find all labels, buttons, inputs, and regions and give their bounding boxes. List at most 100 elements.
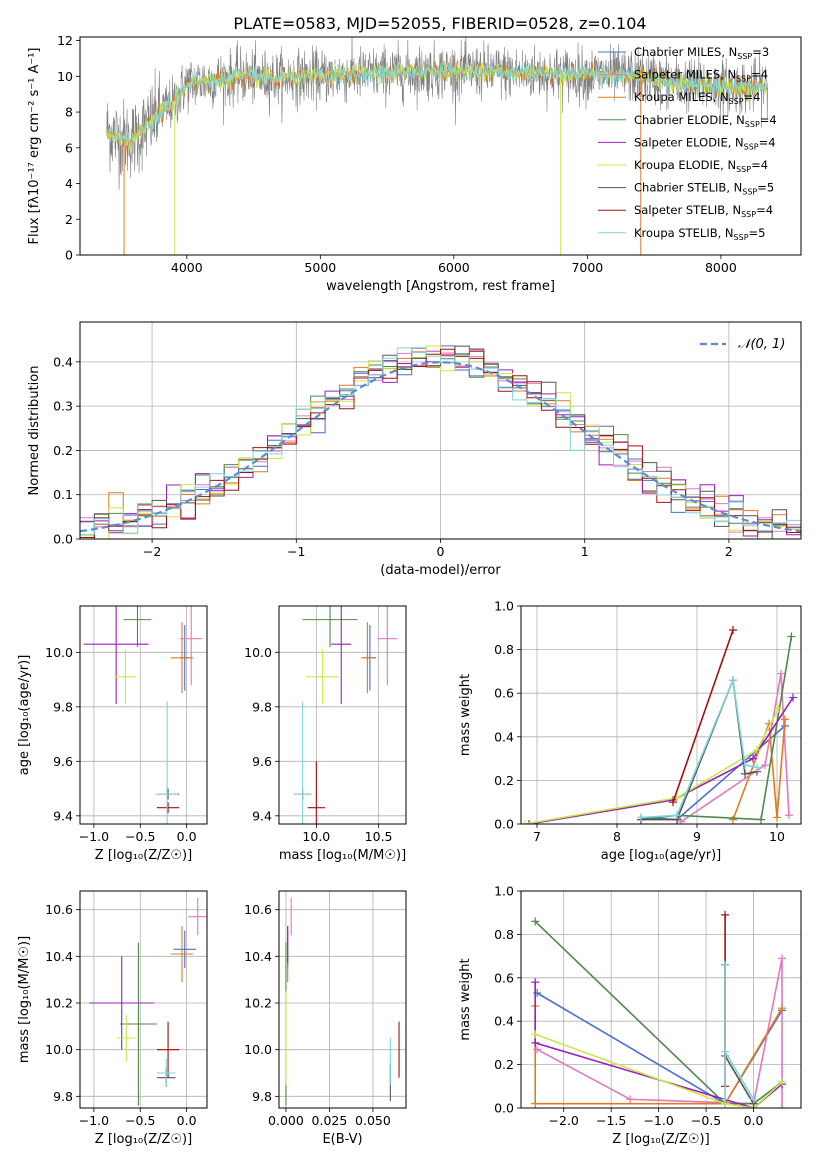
y-tick-label: 9.8	[53, 699, 73, 714]
panel-mass_vs_ebv: 0.000 0.025 0.050 9.8 10.0 10.2 10.4 10.6 E(B-V)	[244, 890, 407, 1147]
weight-marker-kroupa_stelib	[673, 811, 681, 820]
y-tick-label: 0	[65, 248, 73, 263]
x-tick-label: −1.0	[79, 1113, 109, 1128]
y-tick-label: 0.0	[53, 532, 73, 547]
legend-label-text: Kroupa ELODIE, N	[634, 158, 736, 172]
weight-marker-chabrier_stelib	[741, 769, 749, 778]
weight-marker-kroupa_miles	[778, 1004, 787, 1013]
axes-frame	[79, 321, 802, 540]
panel-age_vs_mass: 10.0 10.5 9.4 9.6 9.8 10.0 mass [log₁₀(M/M☉)]	[244, 605, 407, 863]
weight-marker-chabrier_elodie	[787, 632, 796, 641]
panel-mass_vs_Z: −1.0 −0.5 0.0 9.8 10.0 10.2 10.4 10.6 Z [log₁₀(Z…	[17, 890, 208, 1147]
legend-label-suffix: =5	[749, 226, 766, 240]
x-axis-label: wavelength [Angstrom, rest frame]	[326, 279, 555, 294]
x-tick-label: 7	[533, 829, 541, 844]
legend-label-subscript: SSP	[736, 75, 751, 84]
gaussian-curve	[80, 361, 801, 533]
y-tick-label: 9.8	[53, 1089, 73, 1104]
y-tick-label: 8	[65, 105, 73, 120]
x-tick-label: 0	[437, 544, 445, 559]
weight-marker-salpeter_miles	[777, 669, 785, 678]
y-axis-label: Normed distribution	[27, 366, 42, 496]
legend-label-kroupa_miles: Kroupa MILES, NSSP=4	[634, 90, 760, 106]
legend-label-suffix: =4	[751, 68, 768, 82]
x-tick-label: 7000	[571, 260, 603, 275]
x-tick-label: 9	[693, 829, 701, 844]
legend-label-salpeter_stelib: Salpeter STELIB, NSSP=4	[634, 203, 773, 219]
y-tick-label: 0.8	[494, 642, 514, 657]
y-axis-label: age [log₁₀(age/yr)]	[17, 655, 32, 776]
y-tick-label: 4	[65, 176, 73, 191]
panel-weight_vs_Z: −2.0 −1.5 −1.0 −0.5 0.0 0.0 0.2 0.4 0.6 0.8 1.0 Z […	[458, 884, 802, 1147]
figure-title: PLATE=0583, MJD=52055, FIBERID=0528, z=0…	[233, 14, 646, 33]
y-tick-label: 10.0	[45, 645, 73, 660]
weight-marker-salpeter_miles	[761, 761, 769, 770]
plot-area-age_vs_mass	[279, 606, 406, 824]
x-tick-label: −0.5	[691, 1113, 721, 1128]
weight-marker-salpeter_stelib	[721, 910, 730, 919]
weight-marker-kroupa_miles	[531, 1099, 540, 1108]
legend-label-subscript: SSP	[741, 210, 756, 219]
y-tick-label: 12	[57, 33, 73, 48]
plot-area-spectrum	[106, 37, 768, 255]
y-tick-label: 10.2	[45, 996, 73, 1011]
model-fit-line-kroupa_stelib	[106, 58, 768, 147]
axes-frame	[278, 890, 407, 1109]
weight-marker-kroupa_miles	[781, 715, 789, 724]
y-tick-label: 0.0	[494, 817, 514, 832]
y-tick-label: 10.6	[45, 902, 73, 917]
y-tick-label: 10.0	[244, 645, 272, 660]
legend-label-text: Salpeter ELODIE, N	[634, 135, 744, 149]
axes-frame	[520, 605, 802, 825]
plot-area-age_vs_Z	[80, 606, 207, 824]
plot-area-weight_vs_age	[521, 606, 801, 824]
x-tick-label: 6000	[438, 260, 470, 275]
x-tick-label: 0.0	[744, 1113, 764, 1128]
y-tick-label: 10.2	[244, 996, 272, 1011]
y-axis-label: mass weight	[458, 958, 473, 1040]
x-tick-label: 10.5	[365, 829, 393, 844]
weight-marker-salpeter_elodie	[789, 693, 797, 702]
legend-label-text: Chabrier STELIB, N	[634, 181, 742, 195]
x-tick-label: −1.0	[79, 829, 109, 844]
y-tick-label: 10	[57, 69, 73, 84]
legend-label-salpeter_miles: Salpeter MILES, NSSP=4	[634, 68, 768, 84]
x-tick-label: 5000	[304, 260, 336, 275]
weight-marker-salpeter_elodie	[749, 754, 757, 763]
y-axis-label: mass [log₁₀(M/M☉)]	[17, 936, 32, 1063]
x-tick-label: −1	[287, 544, 305, 559]
x-tick-label: −2	[143, 544, 161, 559]
weight-marker-kroupa_stelib	[721, 960, 730, 969]
legend-label-suffix: =3	[752, 45, 769, 59]
legend-label-subscript: SSP	[736, 165, 751, 174]
weight-line-salpeter_elodie	[528, 697, 794, 824]
x-tick-label: −2.0	[549, 1113, 579, 1128]
weight-line-kroupa_elodie	[534, 1033, 783, 1108]
weight-line-kroupa_miles	[732, 719, 786, 820]
x-tick-label: −1.0	[643, 1113, 673, 1128]
legend-label-subscript: SSP	[744, 142, 759, 151]
y-tick-label: 9.6	[252, 754, 272, 769]
legend-label-subscript: SSP	[745, 120, 760, 129]
legend-label-suffix: =4	[760, 113, 777, 127]
weight-marker-salpeter_elodie	[525, 820, 533, 824]
weight-line-kroupa_miles	[534, 1006, 783, 1105]
weight-marker-salpeter_stelib	[729, 625, 737, 634]
y-tick-label: 0.4	[494, 1014, 514, 1029]
weight-marker-salpeter_miles	[626, 1095, 635, 1104]
axes-frame	[520, 890, 802, 1109]
y-tick-label: 9.6	[53, 754, 73, 769]
weight-marker-kroupa_elodie	[778, 1077, 787, 1086]
x-axis-label: E(B-V)	[322, 1132, 362, 1147]
axes-frame	[79, 36, 802, 256]
plots-layer: 4000 5000 6000 7000 8000024681012wavelength …	[17, 33, 802, 1147]
y-tick-label: 2	[65, 212, 73, 227]
weight-marker-salpeter_miles	[785, 811, 793, 820]
legend-label-chabrier_stelib: Chabrier STELIB, NSSP=5	[634, 181, 774, 197]
legend-label-chabrier_elodie: Chabrier ELODIE, NSSP=4	[634, 113, 777, 129]
x-tick-label: 10	[769, 829, 785, 844]
legend-label-text: Kroupa MILES, N	[634, 90, 729, 104]
y-axis-label: Flux [fλ10⁻¹⁷ erg cm⁻² s⁻¹ A⁻¹]	[27, 48, 42, 245]
